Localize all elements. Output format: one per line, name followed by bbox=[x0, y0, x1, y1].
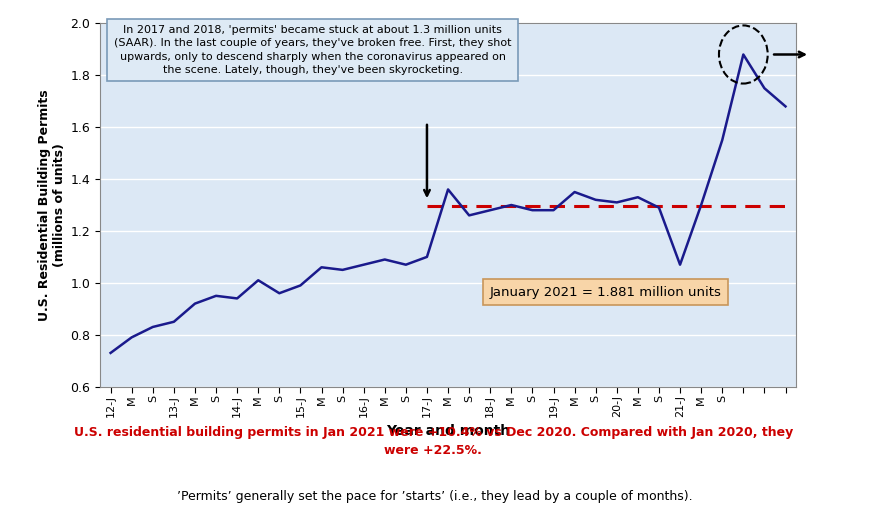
Text: ’Permits’ generally set the pace for ’starts’ (i.e., they lead by a couple of mo: ’Permits’ generally set the pace for ’st… bbox=[173, 490, 693, 503]
Text: In 2017 and 2018, 'permits' became stuck at about 1.3 million units
(SAAR). In t: In 2017 and 2018, 'permits' became stuck… bbox=[114, 25, 511, 75]
Text: U.S. residential building permits in Jan 2021 were +10.4% vs Dec 2020. Compared : U.S. residential building permits in Jan… bbox=[74, 427, 792, 457]
Y-axis label: U.S. Residential Building Permits
(millions of units): U.S. Residential Building Permits (milli… bbox=[38, 89, 66, 321]
X-axis label: Year and month: Year and month bbox=[386, 424, 509, 438]
Text: January 2021 = 1.881 million units: January 2021 = 1.881 million units bbox=[489, 285, 721, 299]
